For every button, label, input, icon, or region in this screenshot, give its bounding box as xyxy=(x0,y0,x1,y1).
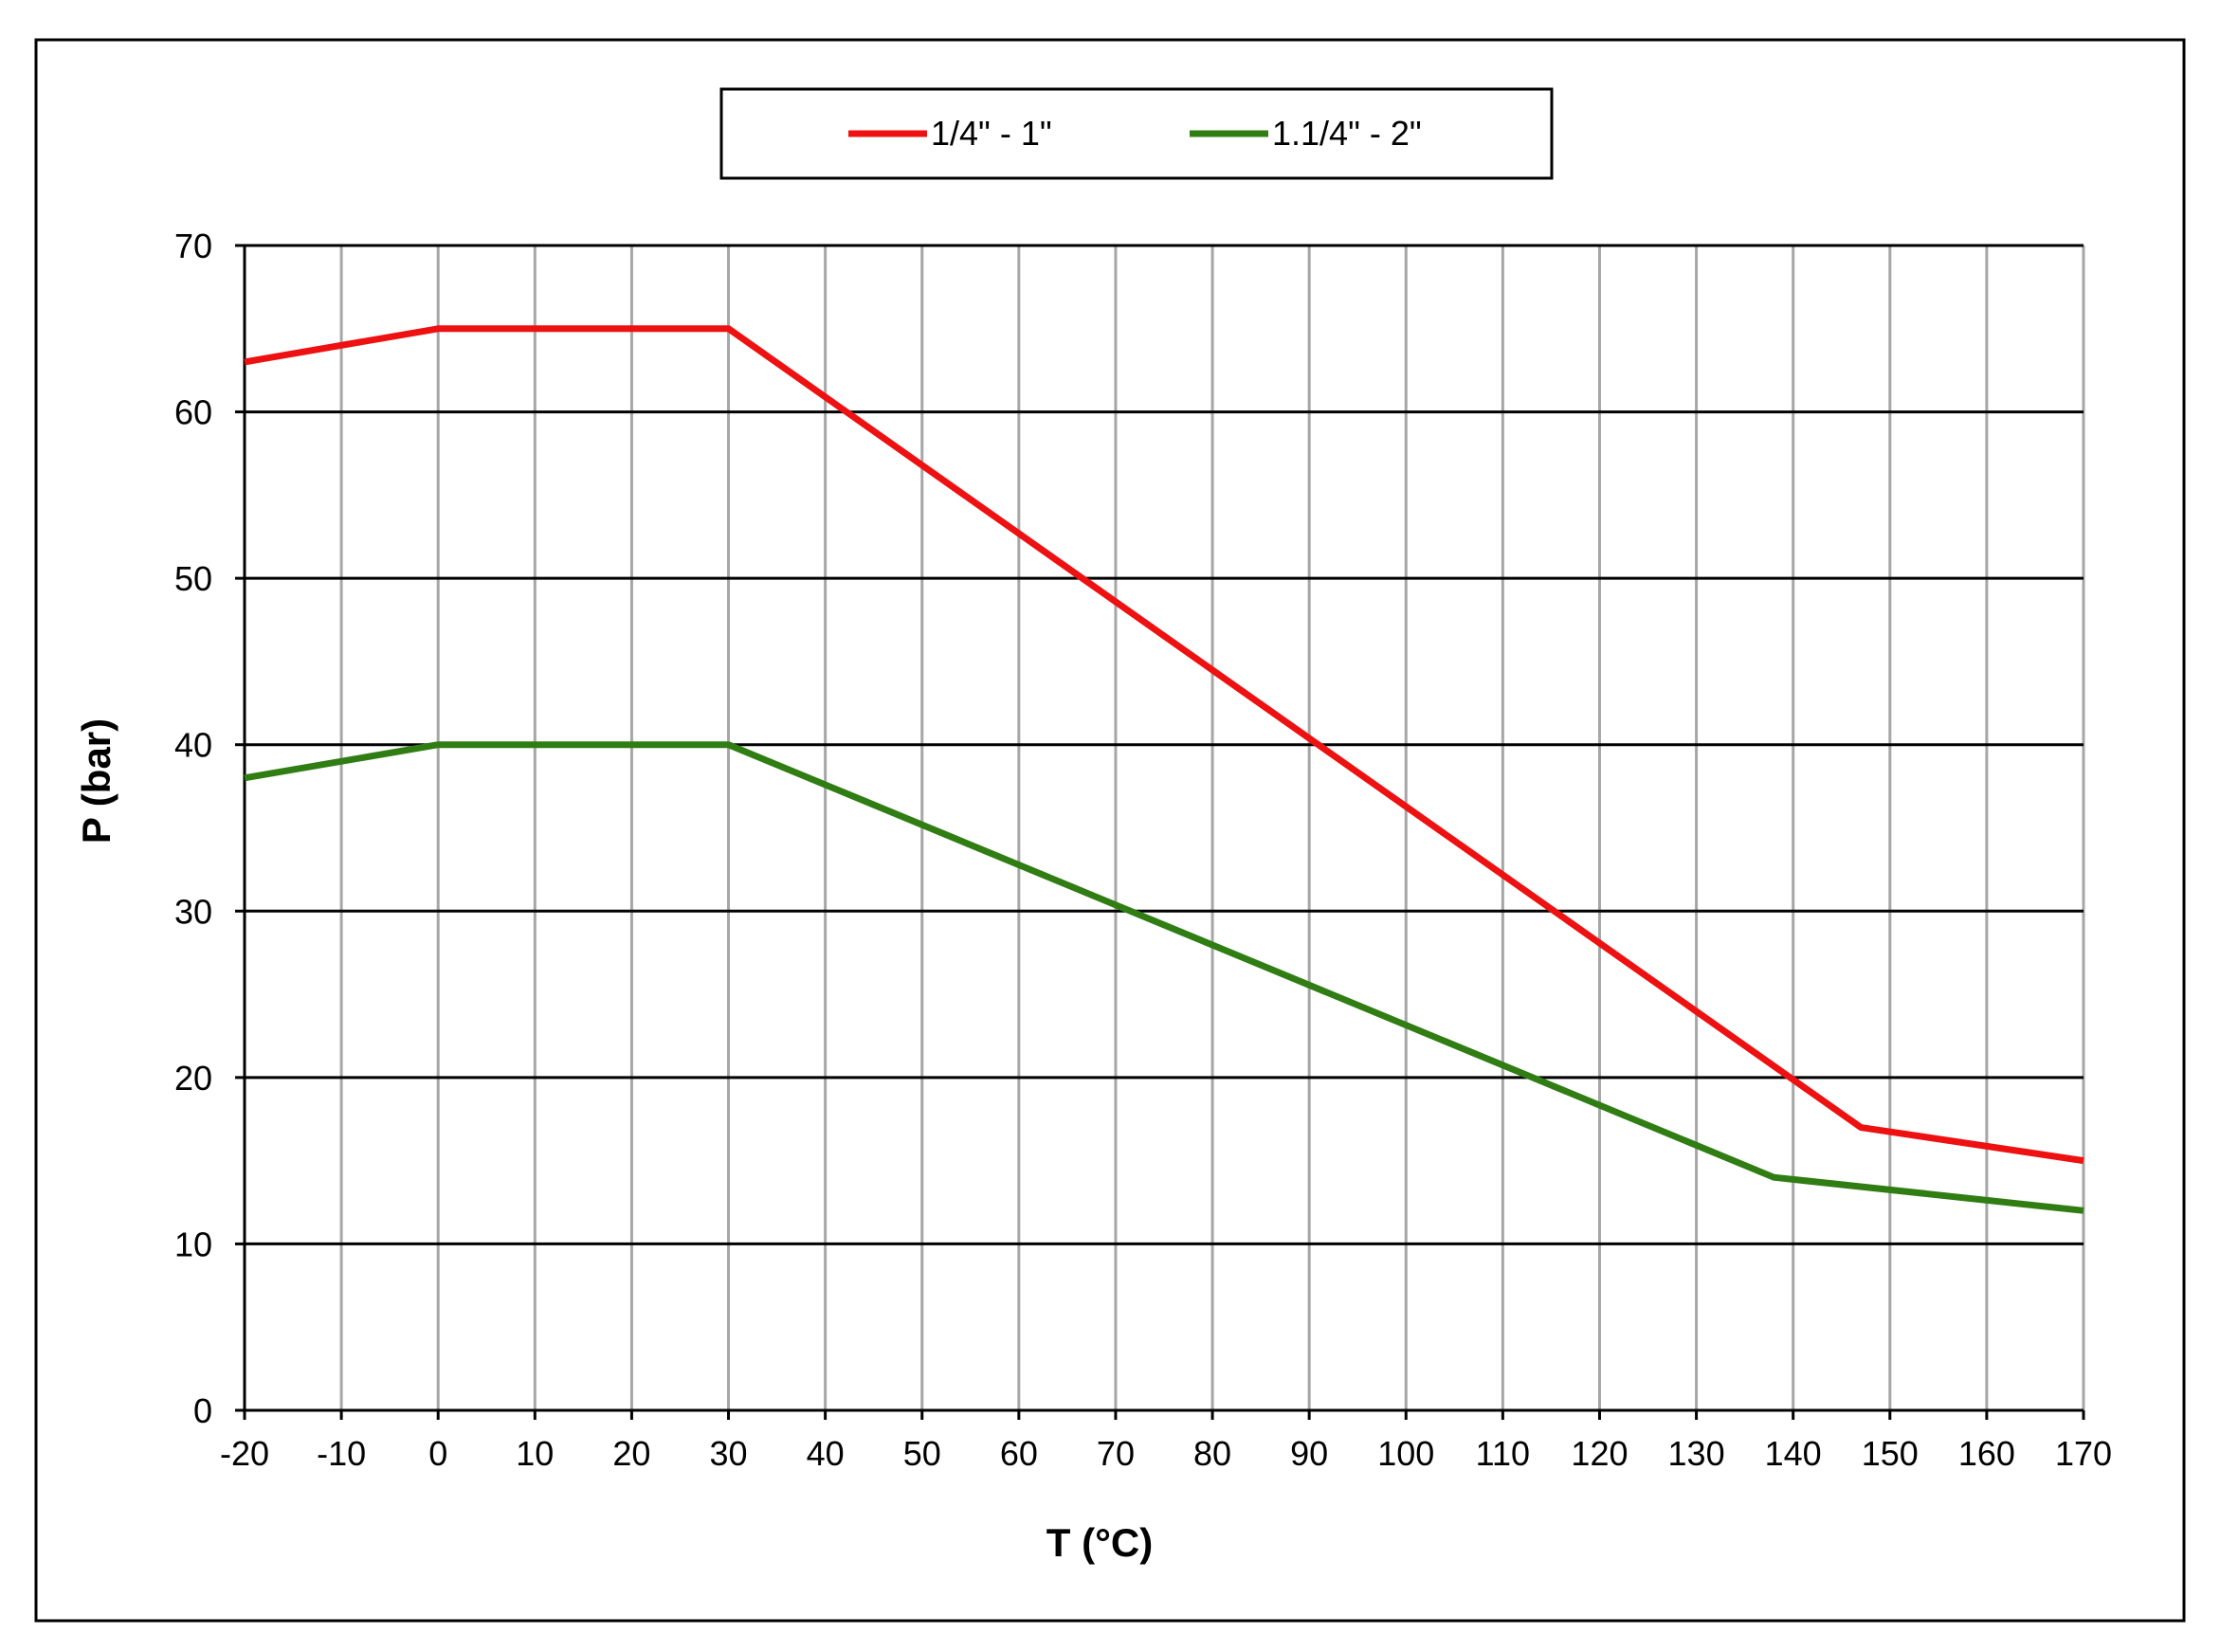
series-lines xyxy=(244,325,2084,1214)
y-tick-label: 30 xyxy=(174,892,212,931)
y-axis-title: P (bar) xyxy=(74,718,118,844)
x-tick-label: 0 xyxy=(428,1434,447,1473)
vertical-gridlines xyxy=(339,245,2085,1410)
y-tick-label: 0 xyxy=(193,1391,212,1430)
y-tick-label: 50 xyxy=(174,559,212,598)
x-tick-label: 110 xyxy=(1476,1434,1530,1473)
x-tick-label: 20 xyxy=(612,1434,650,1473)
x-axis-title: T (°C) xyxy=(1046,1520,1153,1565)
x-axis-ticks: -20 -10 0 10 20 30 40 50 60 70 80 90 100 110 120 130 140… xyxy=(220,1410,2112,1473)
series-line-1 xyxy=(244,325,2084,1165)
x-tick-label: 150 xyxy=(1862,1434,1919,1473)
axes xyxy=(243,245,2084,1412)
x-tick-label: 40 xyxy=(807,1434,845,1473)
legend-box xyxy=(719,87,1554,180)
x-tick-label: 70 xyxy=(1097,1434,1135,1473)
x-tick-label: 170 xyxy=(2055,1434,2112,1473)
x-tick-label: 100 xyxy=(1377,1434,1434,1473)
legend: 1/4" - 1" 1.1/4" - 2" xyxy=(719,87,1554,180)
y-tick-label: 10 xyxy=(174,1225,212,1263)
y-axis-ticks: 0 10 20 30 40 50 60 70 xyxy=(174,227,245,1430)
x-tick-label: 160 xyxy=(1958,1434,2015,1473)
y-tick-label: 70 xyxy=(174,227,212,265)
y-tick-label: 40 xyxy=(174,726,212,765)
x-tick-label: 30 xyxy=(710,1434,748,1473)
y-tick-label: 60 xyxy=(174,393,212,432)
series-line-2 xyxy=(244,741,2084,1214)
legend-label-series-2: 1.1/4" - 2" xyxy=(1272,114,1422,153)
x-tick-label: 90 xyxy=(1290,1434,1328,1473)
x-tick-label: -20 xyxy=(220,1434,269,1473)
x-tick-label: -10 xyxy=(317,1434,366,1473)
x-tick-label: 120 xyxy=(1571,1434,1628,1473)
legend-label-series-1: 1/4" - 1" xyxy=(931,114,1052,153)
x-tick-label: 80 xyxy=(1193,1434,1231,1473)
horizontal-gridlines xyxy=(245,244,2084,1245)
chart-outer-frame xyxy=(34,38,2186,1623)
x-tick-label: 140 xyxy=(1765,1434,1822,1473)
x-tick-label: 50 xyxy=(903,1434,941,1473)
x-tick-label: 10 xyxy=(516,1434,554,1473)
y-tick-label: 20 xyxy=(174,1059,212,1098)
x-tick-label: 130 xyxy=(1668,1434,1725,1473)
x-tick-label: 60 xyxy=(1000,1434,1038,1473)
